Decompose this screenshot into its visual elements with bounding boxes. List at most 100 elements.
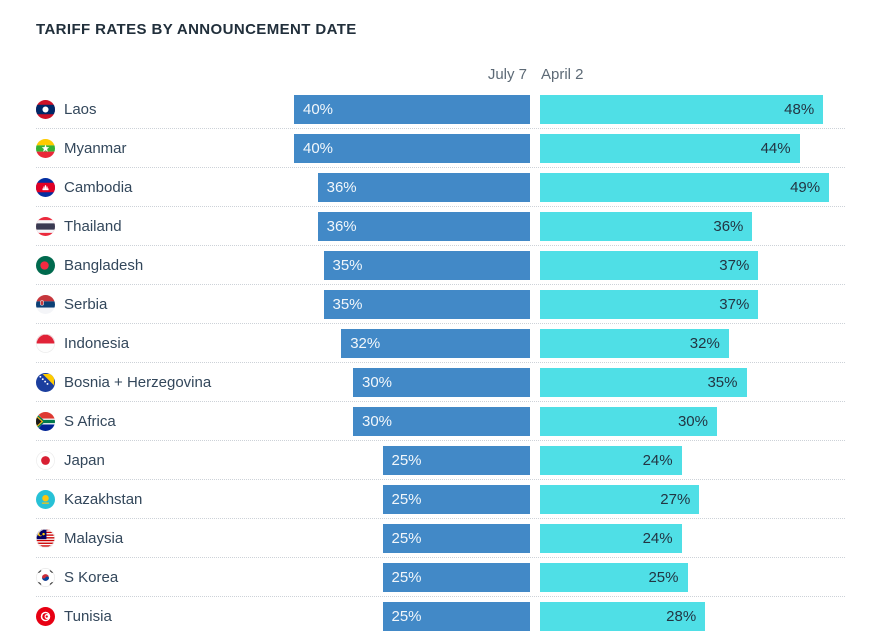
country-cell: Bangladesh bbox=[36, 246, 143, 284]
table-row: Malaysia 25% 24% bbox=[36, 519, 845, 558]
bar-value-label: 28% bbox=[666, 608, 697, 625]
bangladesh-flag-icon bbox=[36, 255, 55, 275]
bar-value-label: 25% bbox=[391, 530, 422, 547]
bar-april2: 44% bbox=[540, 134, 800, 163]
country-label: Malaysia bbox=[64, 529, 124, 547]
country-cell: Serbia bbox=[36, 285, 107, 323]
country-label: Tunisia bbox=[64, 607, 112, 625]
bar-value-label: 25% bbox=[391, 569, 422, 586]
table-row: Thailand 36% 36% bbox=[36, 207, 845, 246]
bosnia-herzegovina-flag-icon bbox=[36, 372, 55, 392]
bar-value-label: 32% bbox=[350, 335, 381, 352]
bar-value-label: 30% bbox=[677, 413, 708, 430]
bar-july7: 25% bbox=[382, 524, 530, 553]
bar-april2: 37% bbox=[540, 251, 759, 280]
country-label: Thailand bbox=[64, 217, 122, 235]
bar-value-label: 44% bbox=[760, 140, 791, 157]
table-row: Tunisia 25% 28% bbox=[36, 597, 845, 636]
country-cell: Myanmar bbox=[36, 129, 127, 167]
bar-value-label: 49% bbox=[790, 179, 821, 196]
bar-july7: 36% bbox=[317, 212, 530, 241]
table-row: Serbia 35% 37% bbox=[36, 285, 845, 324]
country-cell: Bosnia + Herzegovina bbox=[36, 363, 211, 401]
table-row: Myanmar 40% 44% bbox=[36, 129, 845, 168]
country-cell: S Korea bbox=[36, 558, 118, 596]
column-header-april2: April 2 bbox=[541, 66, 584, 83]
country-label: S Africa bbox=[64, 412, 116, 430]
s-korea-flag-icon bbox=[36, 567, 55, 587]
bar-value-label: 37% bbox=[719, 257, 750, 274]
bar-july7: 40% bbox=[294, 134, 530, 163]
table-row: S Africa 30% 30% bbox=[36, 402, 845, 441]
bar-july7: 36% bbox=[317, 173, 530, 202]
table-row: Cambodia 36% 49% bbox=[36, 168, 845, 207]
column-headers: July 7 April 2 bbox=[0, 66, 880, 86]
table-row: Bangladesh 35% 37% bbox=[36, 246, 845, 285]
myanmar-flag-icon bbox=[36, 138, 55, 158]
country-cell: Japan bbox=[36, 441, 105, 479]
table-row: Indonesia 32% 32% bbox=[36, 324, 845, 363]
bar-april2: 35% bbox=[540, 368, 747, 397]
bar-april2: 28% bbox=[540, 602, 706, 631]
bar-value-label: 48% bbox=[784, 101, 815, 118]
bar-april2: 36% bbox=[540, 212, 753, 241]
bar-value-label: 30% bbox=[362, 413, 393, 430]
bar-april2: 48% bbox=[540, 95, 824, 124]
laos-flag-icon bbox=[36, 99, 55, 119]
thailand-flag-icon bbox=[36, 216, 55, 236]
country-cell: Laos bbox=[36, 90, 97, 128]
bar-value-label: 24% bbox=[642, 452, 673, 469]
bar-value-label: 36% bbox=[326, 179, 357, 196]
bar-value-label: 24% bbox=[642, 530, 673, 547]
bar-value-label: 40% bbox=[303, 140, 334, 157]
bar-april2: 30% bbox=[540, 407, 717, 436]
bar-april2: 37% bbox=[540, 290, 759, 319]
bar-value-label: 25% bbox=[391, 452, 422, 469]
bar-july7: 35% bbox=[323, 290, 530, 319]
bar-july7: 40% bbox=[294, 95, 530, 124]
bar-july7: 30% bbox=[353, 368, 530, 397]
bar-value-label: 35% bbox=[332, 296, 363, 313]
table-row: Japan 25% 24% bbox=[36, 441, 845, 480]
country-label: Serbia bbox=[64, 295, 108, 313]
table-row: S Korea 25% 25% bbox=[36, 558, 845, 597]
country-cell: S Africa bbox=[36, 402, 116, 440]
bar-value-label: 36% bbox=[713, 218, 744, 235]
bar-value-label: 27% bbox=[660, 491, 691, 508]
column-header-july7: July 7 bbox=[487, 66, 527, 83]
kazakhstan-flag-icon bbox=[36, 489, 55, 509]
bar-value-label: 37% bbox=[719, 296, 750, 313]
cambodia-flag-icon bbox=[36, 177, 55, 197]
bar-value-label: 36% bbox=[326, 218, 357, 235]
bar-july7: 25% bbox=[382, 602, 530, 631]
table-row: Laos 40% 48% bbox=[36, 90, 845, 129]
bar-april2: 27% bbox=[540, 485, 700, 514]
bar-value-label: 25% bbox=[648, 569, 679, 586]
country-label: Kazakhstan bbox=[64, 490, 143, 508]
malaysia-flag-icon bbox=[36, 528, 55, 548]
bar-value-label: 25% bbox=[391, 491, 422, 508]
country-label: S Korea bbox=[64, 568, 119, 586]
country-label: Indonesia bbox=[64, 334, 130, 352]
country-label: Myanmar bbox=[64, 139, 127, 157]
bar-value-label: 25% bbox=[391, 608, 422, 625]
table-row: Kazakhstan 25% 27% bbox=[36, 480, 845, 519]
serbia-flag-icon bbox=[36, 294, 55, 314]
country-cell: Cambodia bbox=[36, 168, 132, 206]
bar-value-label: 35% bbox=[332, 257, 363, 274]
country-cell: Kazakhstan bbox=[36, 480, 142, 518]
bar-july7: 32% bbox=[341, 329, 530, 358]
bar-july7: 25% bbox=[382, 563, 530, 592]
japan-flag-icon bbox=[36, 450, 55, 470]
country-cell: Malaysia bbox=[36, 519, 123, 557]
bar-april2: 24% bbox=[540, 524, 682, 553]
bar-april2: 25% bbox=[540, 563, 688, 592]
bar-april2: 24% bbox=[540, 446, 682, 475]
table-row: Bosnia + Herzegovina 30% 35% bbox=[36, 363, 845, 402]
bar-value-label: 40% bbox=[303, 101, 334, 118]
bar-value-label: 30% bbox=[362, 374, 393, 391]
bar-value-label: 35% bbox=[707, 374, 738, 391]
bar-july7: 25% bbox=[382, 485, 530, 514]
country-label: Laos bbox=[64, 100, 97, 118]
